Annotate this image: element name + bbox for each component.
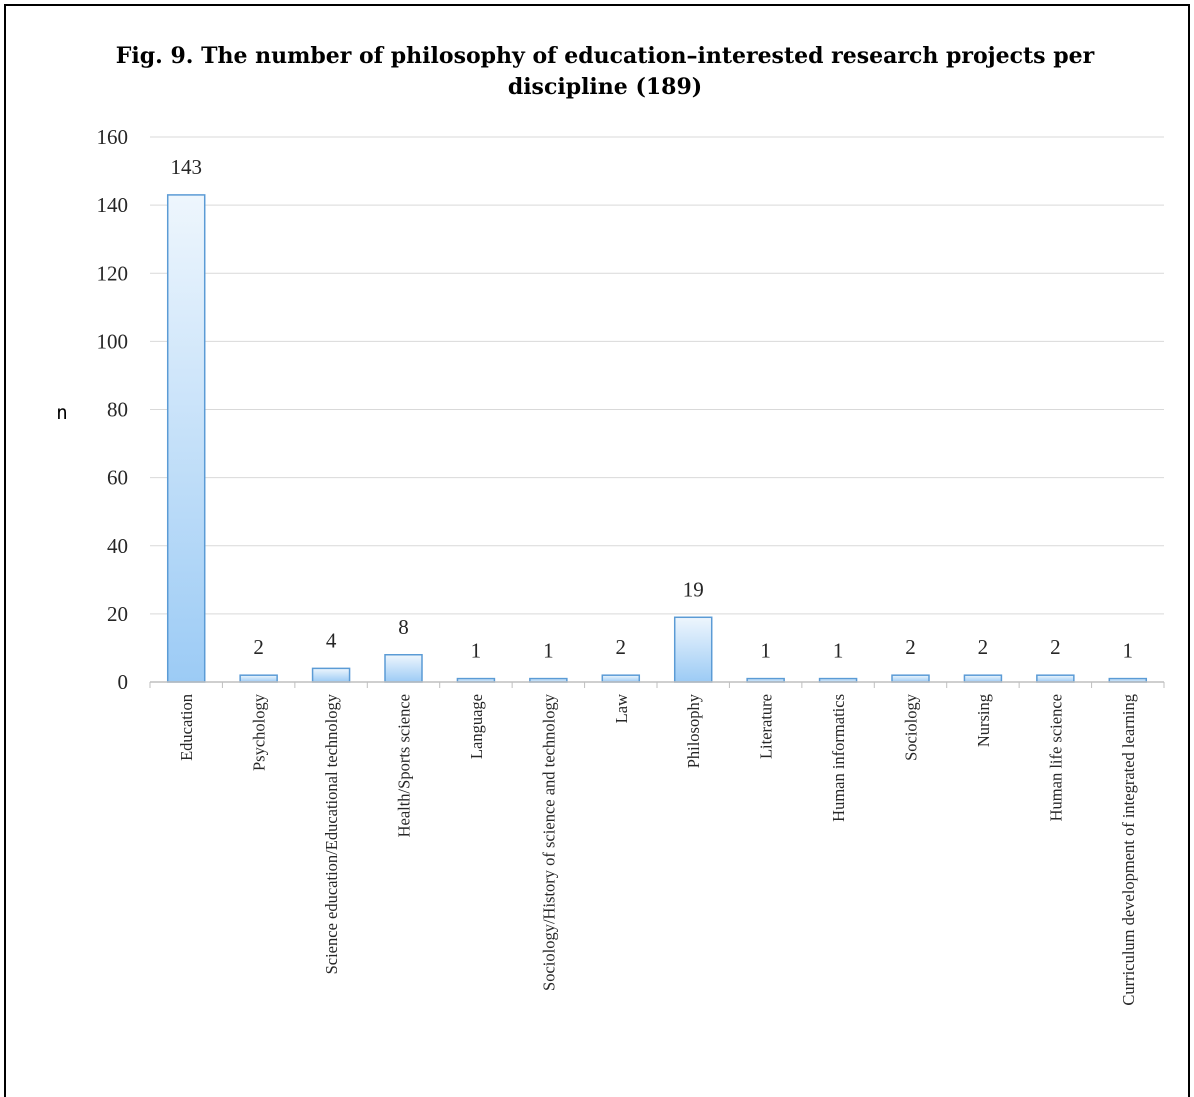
y-axis-ticks: 0 20 40 60 80 100 120 140 160 [97, 125, 129, 694]
x-tick-label: Human informatics [829, 694, 848, 822]
x-tick-label: Sociology/History of science and technol… [539, 693, 558, 991]
y-tick-label: 20 [107, 602, 128, 626]
bar [384, 654, 423, 683]
chart-frame [4, 4, 1190, 1097]
x-tick-label: Health/Sports science [395, 694, 414, 837]
x-tick-label: Law [612, 694, 631, 723]
x-tick-label: Education [177, 694, 196, 761]
data-label: 2 [253, 635, 264, 659]
y-tick-label: 60 [107, 466, 128, 490]
category-labels: Education Psychology Science education/Edu… [177, 693, 1138, 1005]
x-tick-label: Nursing [974, 694, 993, 747]
bars [166, 194, 1148, 683]
data-label: 2 [978, 635, 989, 659]
y-tick-label: 40 [107, 534, 128, 558]
bar [891, 674, 930, 683]
bar [601, 674, 641, 683]
x-tick-label: Philosophy [684, 693, 703, 768]
data-labels: 143 2 4 8 1 1 2 19 1 1 2 2 2 1 [170, 155, 1133, 663]
y-tick-label: 120 [97, 261, 129, 285]
data-label: 8 [398, 615, 409, 639]
y-tick-label: 140 [97, 193, 129, 217]
y-tick-label: 100 [97, 329, 129, 353]
x-axis [149, 681, 1165, 688]
data-label: 1 [543, 639, 554, 663]
data-label: 4 [326, 628, 337, 652]
data-label: 1 [471, 639, 482, 663]
bar [166, 194, 206, 683]
data-label: 1 [833, 639, 844, 663]
y-axis-label: n [56, 402, 67, 424]
x-tick-label: Literature [757, 694, 776, 759]
data-label: 1 [760, 639, 771, 663]
x-tick-label: Science education/Educational technology [322, 693, 341, 974]
bar [239, 674, 278, 683]
y-tick-label: 160 [97, 125, 129, 149]
data-label: 19 [683, 577, 704, 601]
data-label: 2 [1050, 635, 1061, 659]
x-tick-label: Sociology [902, 693, 921, 761]
bar [1036, 674, 1075, 683]
data-label: 2 [616, 635, 627, 659]
data-label: 2 [905, 635, 916, 659]
bar [311, 667, 351, 683]
x-tick-label: Psychology [250, 693, 269, 771]
x-tick-label: Human life science [1046, 694, 1065, 821]
y-tick-label: 80 [107, 398, 128, 422]
chart-title-line-2: discipline (189) [508, 74, 702, 100]
y-tick-label: 0 [118, 670, 129, 694]
data-label: 1 [1123, 639, 1134, 663]
chart-title-line-1: Fig. 9. The number of philosophy of educ… [116, 43, 1095, 69]
bar [963, 674, 1003, 683]
x-tick-label: Language [467, 694, 486, 759]
data-label: 143 [170, 155, 202, 179]
x-tick-label: Curriculum development of integrated lea… [1119, 694, 1138, 1006]
bar [673, 616, 713, 683]
gridlines [150, 136, 1164, 615]
